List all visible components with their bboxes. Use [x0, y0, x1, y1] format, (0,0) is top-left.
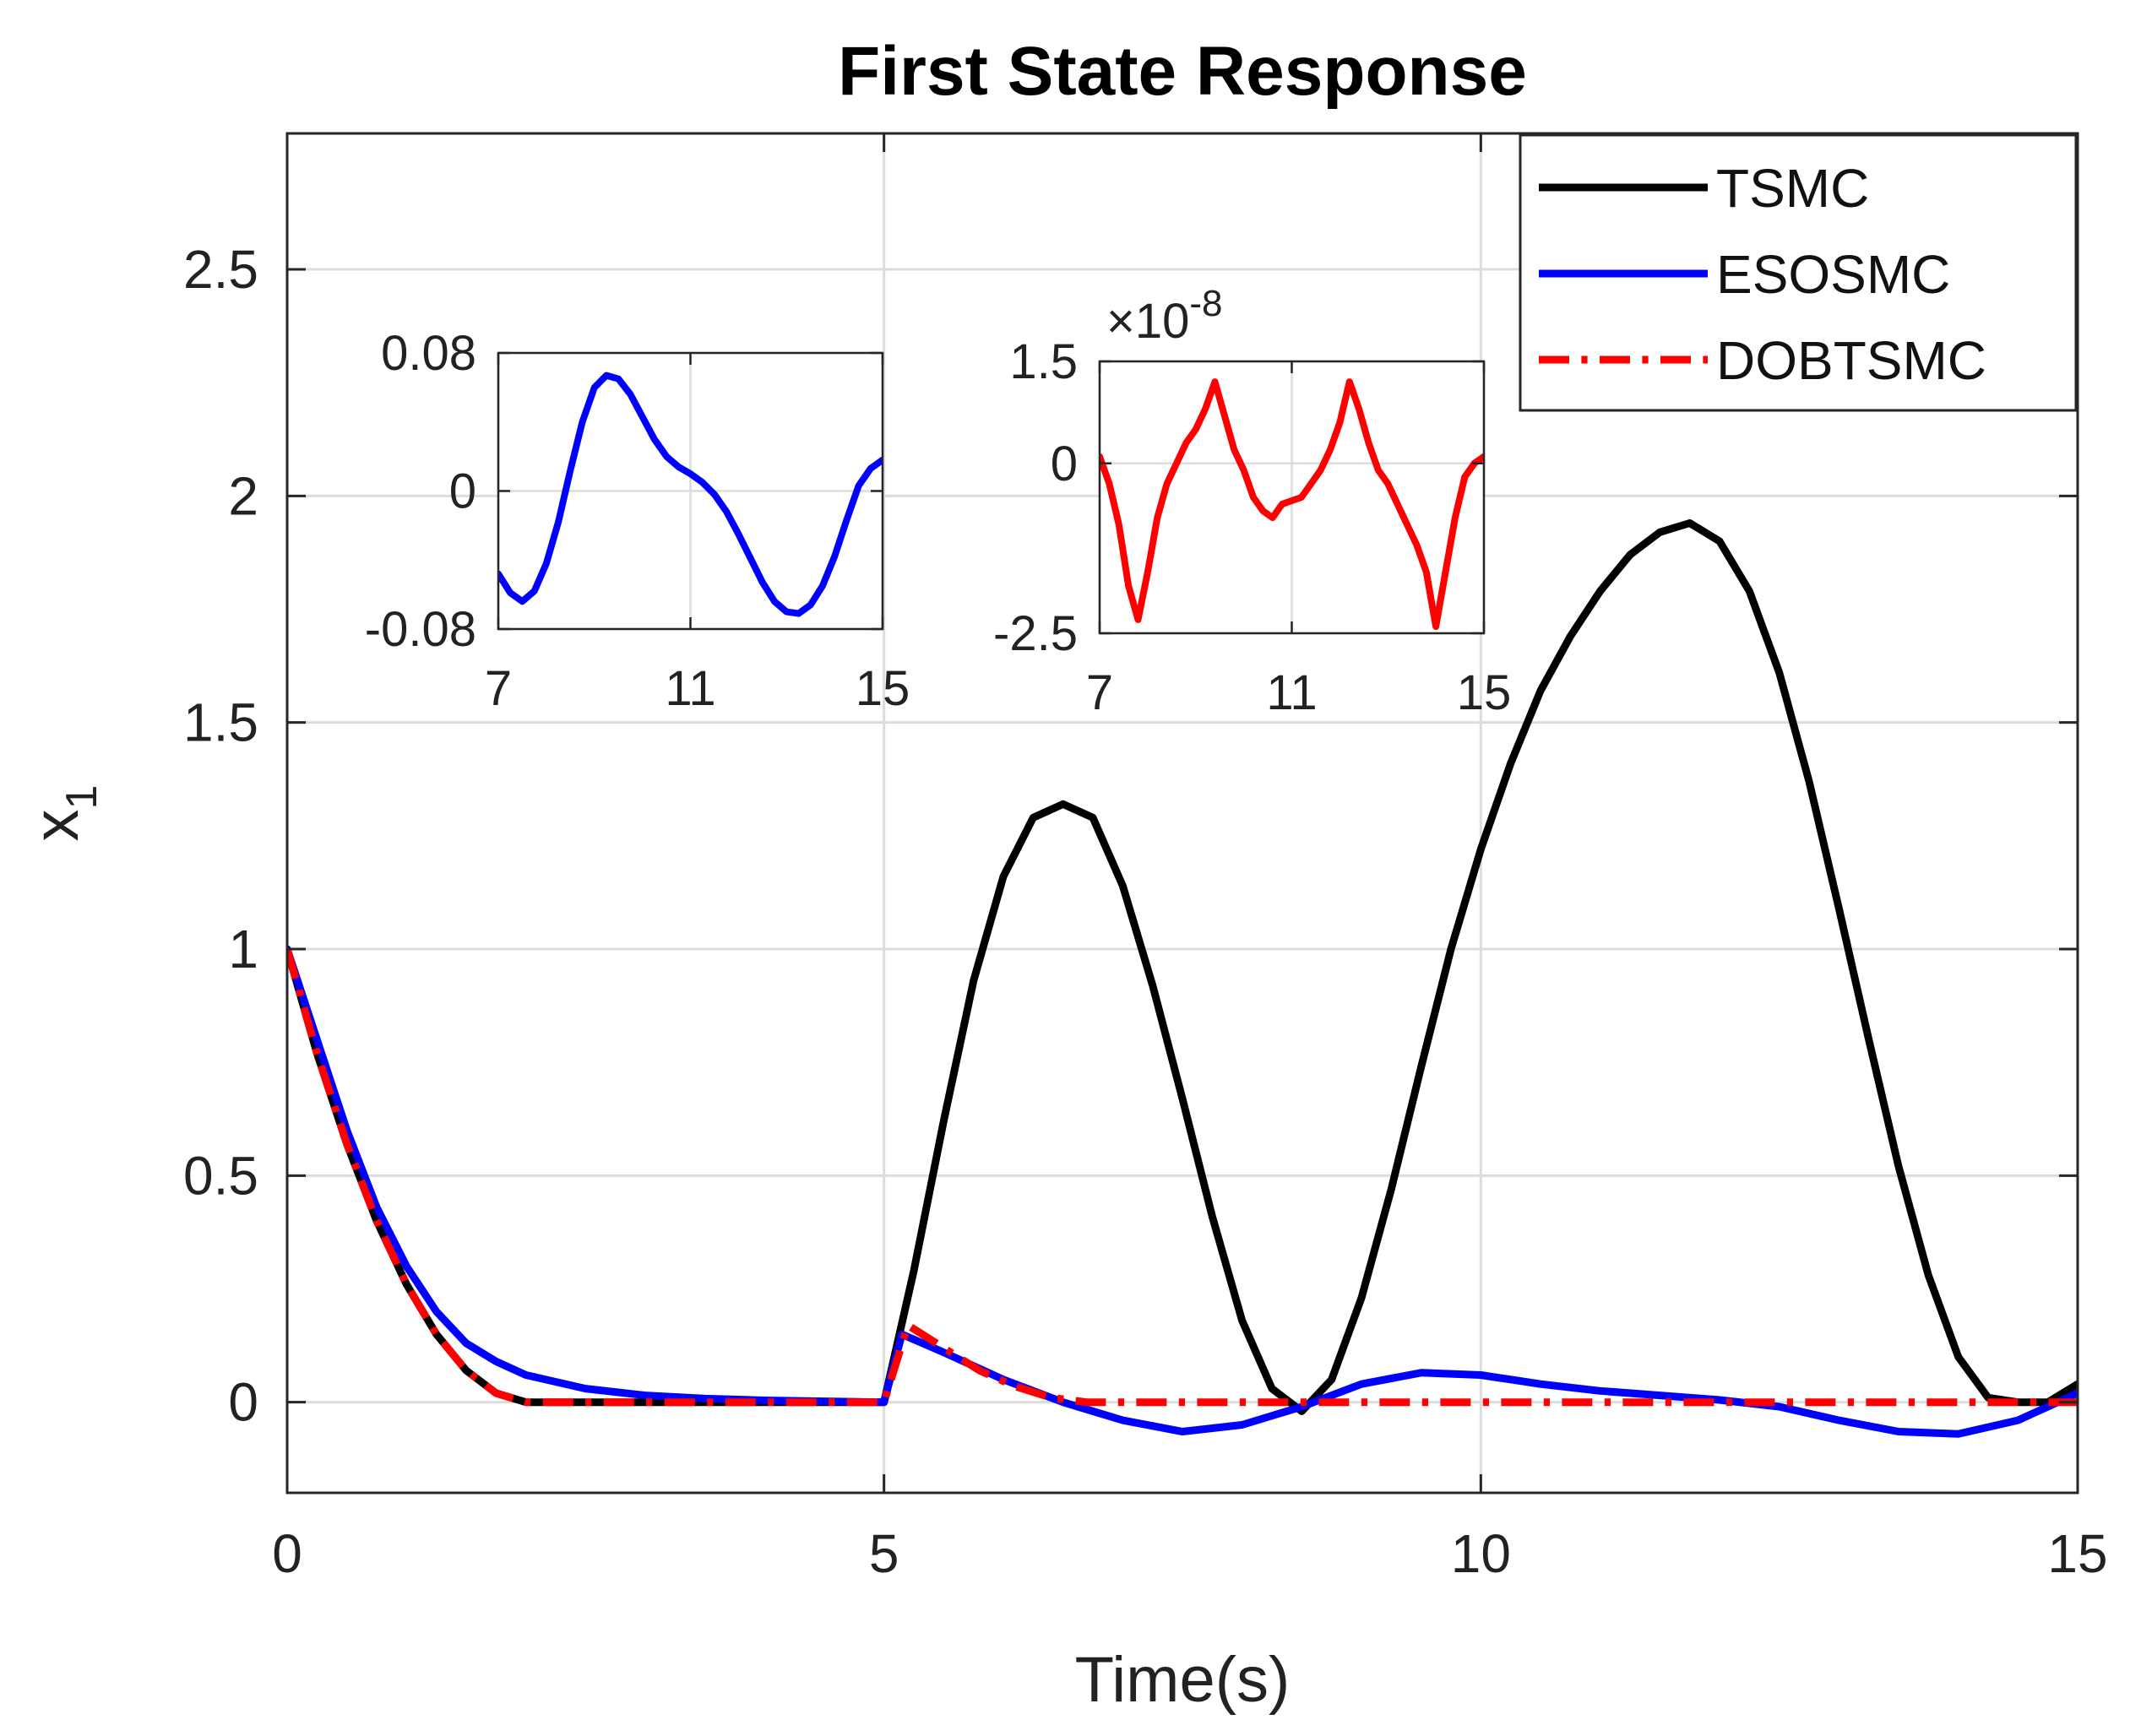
main-xtick-label: 0 — [272, 1523, 302, 1584]
inset2-ytick-label: -2.5 — [993, 606, 1078, 661]
y-axis-label-symbol: x — [20, 809, 92, 841]
series-line-dobtsmc-main — [287, 947, 2078, 1407]
main-xtick-label: 10 — [1451, 1523, 1511, 1584]
main-frame — [285, 132, 2079, 1495]
legend-label-tsmc: TSMC — [1716, 158, 1869, 219]
inset1-ytick-label: -0.08 — [365, 602, 476, 657]
series-line-esosmc-inset1 — [498, 372, 883, 617]
legend-label-dobtsmc: DOBTSMC — [1716, 330, 1986, 391]
x-axis-label: Time(s) — [1075, 1644, 1291, 1716]
series-line-dobtsmc-inset2 — [1100, 378, 1484, 630]
inset2-xtick-label: 7 — [1086, 665, 1113, 720]
main-ytick-label: 2 — [228, 465, 258, 526]
inset2-scale-base: ×10 — [1106, 294, 1189, 349]
inset1-xtick-label: 15 — [856, 661, 910, 716]
chart-title: First State Response — [838, 33, 1527, 110]
main-ytick-label: 1.5 — [183, 692, 258, 753]
legend-label-esosmc: ESOSMC — [1716, 244, 1950, 305]
main-ytick-label: 0.5 — [183, 1145, 258, 1206]
inset2-ytick-label: 0 — [1051, 437, 1078, 491]
inset1-xtick-label: 7 — [485, 661, 512, 716]
main-ytick-label: 1 — [228, 919, 258, 979]
main-xtick-label: 15 — [2047, 1523, 2107, 1584]
inset2-xtick-label: 15 — [1457, 665, 1512, 720]
inset2-xtick-label: 11 — [1266, 665, 1317, 720]
y-axis-label: x1 — [20, 785, 106, 842]
main-ytick-label: 0 — [228, 1372, 258, 1433]
inset2-ytick-label: 1.5 — [1009, 334, 1078, 389]
inset2-scale-factor: ×10-8 — [1106, 283, 1223, 349]
main-ytick-label: 2.5 — [183, 239, 258, 300]
inset-dobtsmc-plot: 7 11 15 -2.5 0 1.5 ×10-8 — [993, 283, 1511, 720]
inset1-ytick-label: 0.08 — [381, 326, 476, 381]
inset2-scale-exponent: -8 — [1189, 283, 1222, 324]
y-axis-label-subscript: 1 — [57, 785, 106, 810]
inset1-xtick-label: 11 — [665, 661, 715, 716]
inset-esosmc-plot: 7 11 15 -0.08 0 0.08 — [365, 326, 910, 716]
legend: TSMC ESOSMC DOBTSMC — [1519, 133, 2078, 412]
inset1-ytick-label: 0 — [449, 464, 476, 519]
main-xtick-label: 5 — [869, 1523, 899, 1584]
